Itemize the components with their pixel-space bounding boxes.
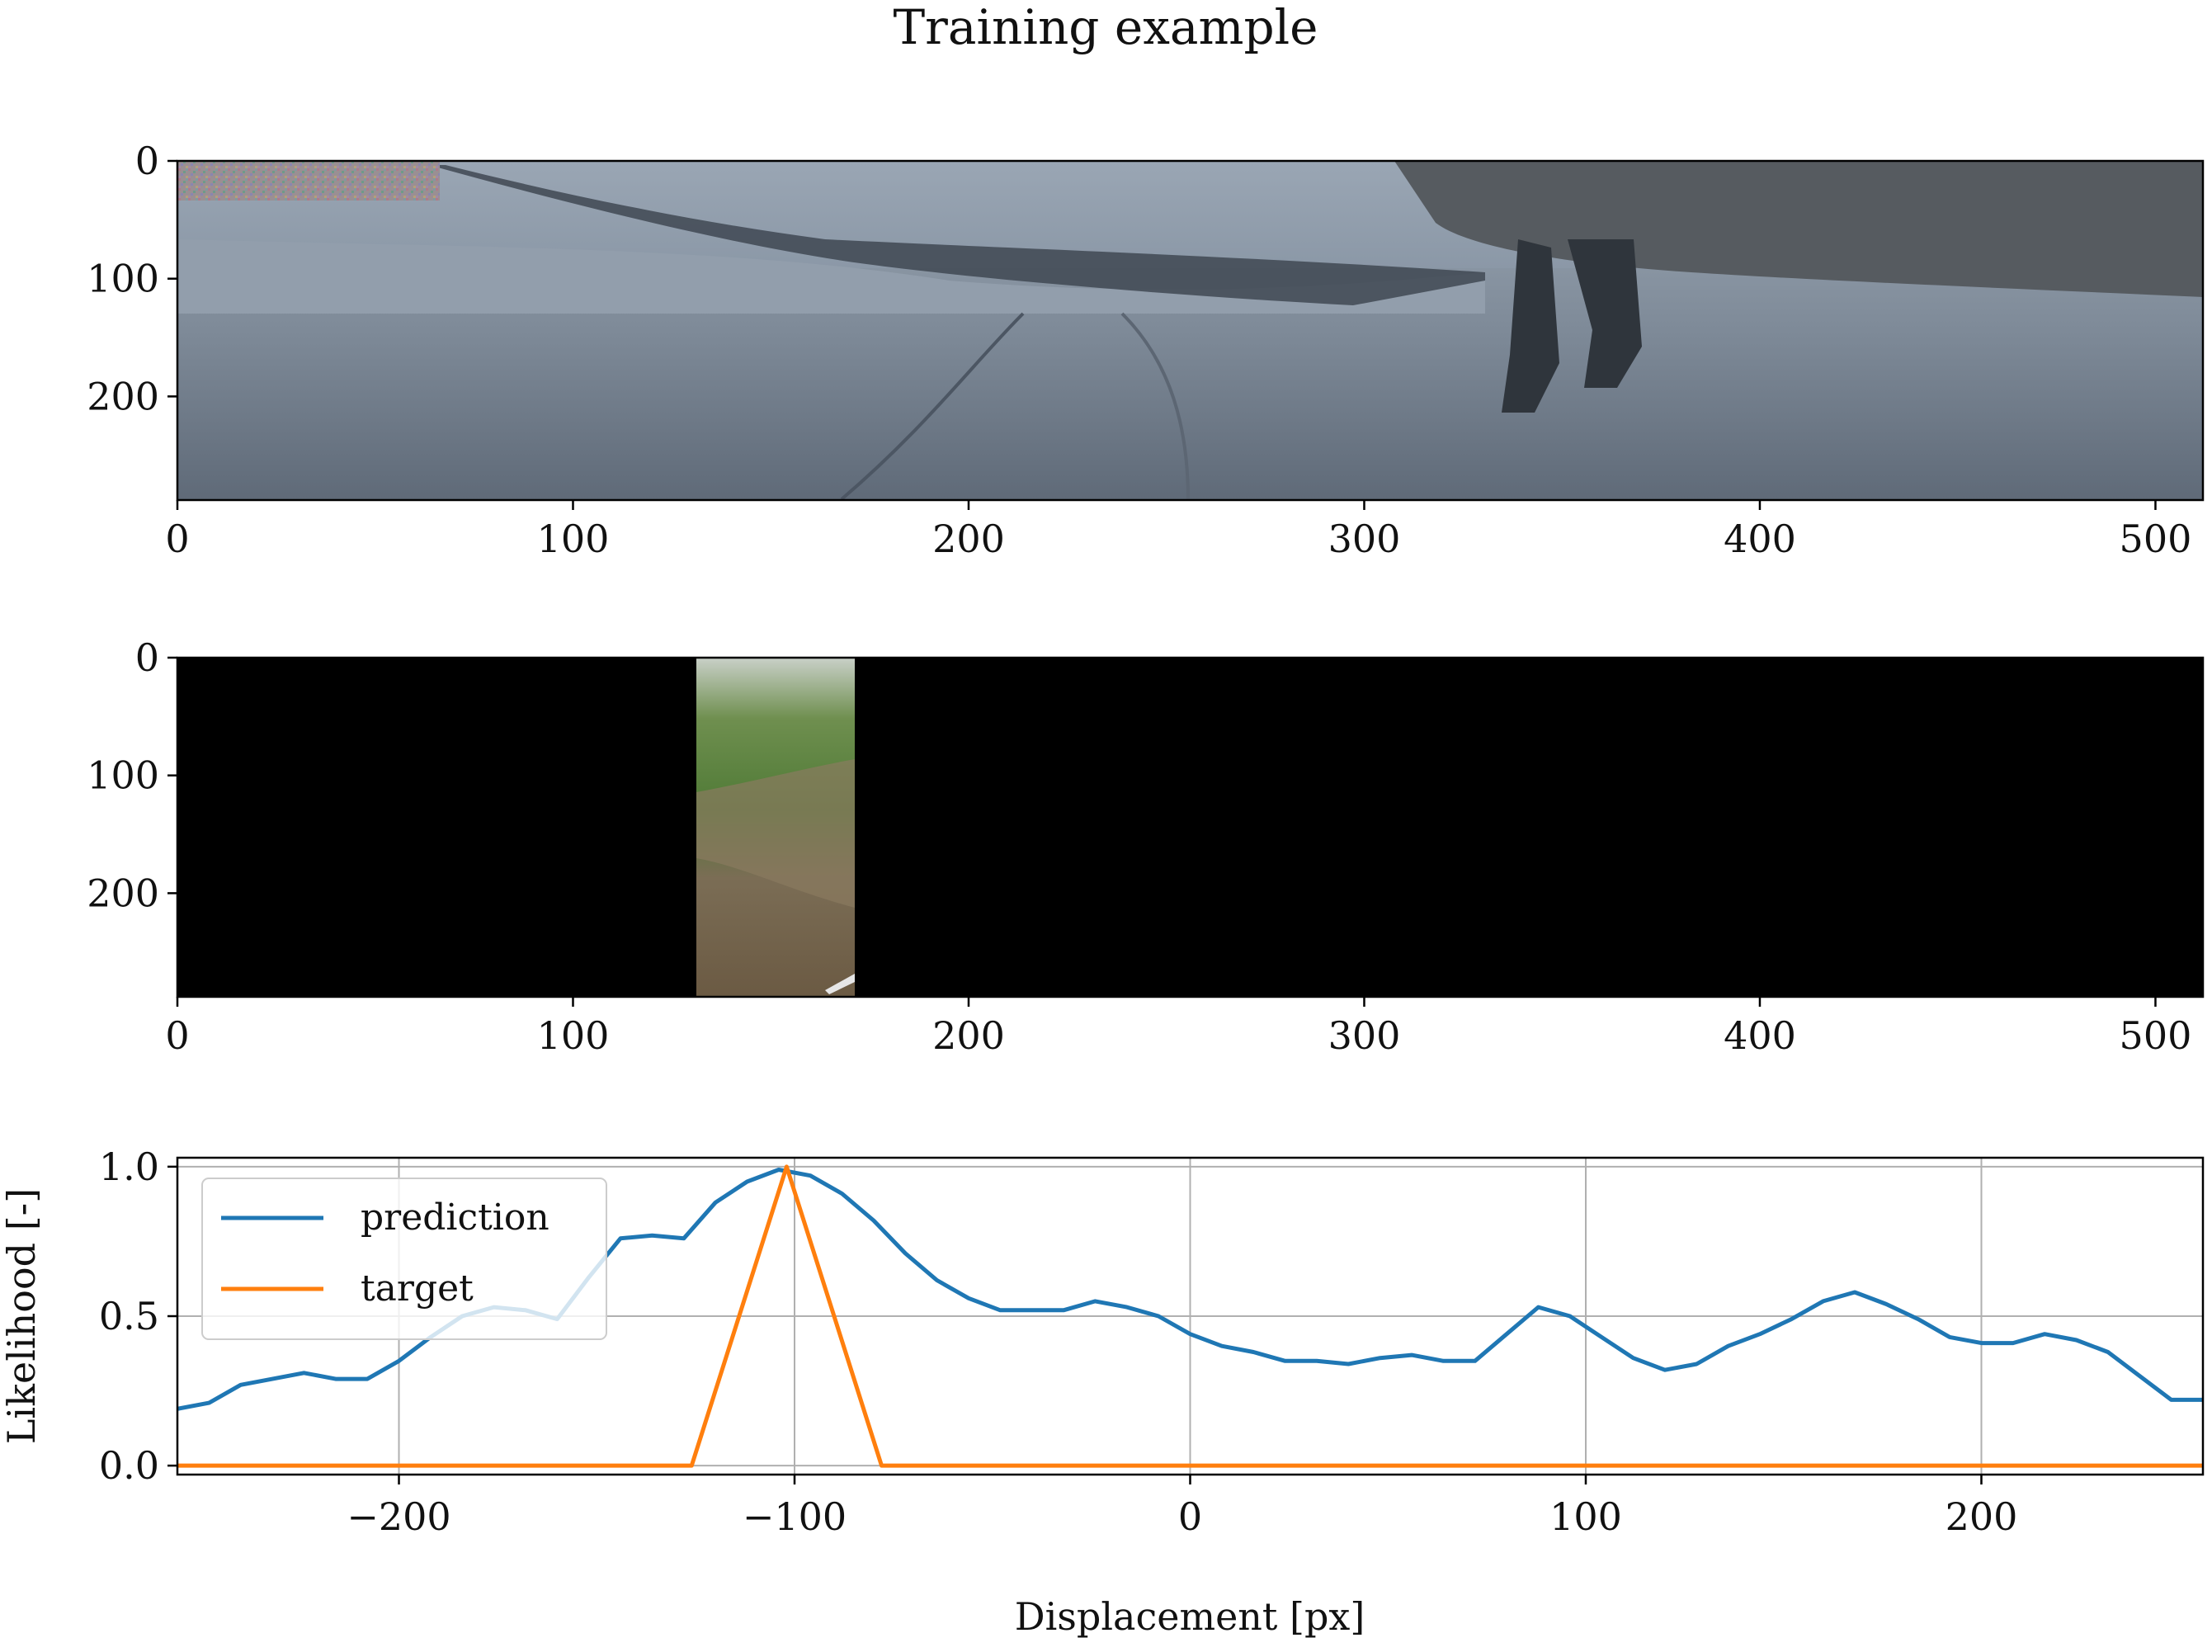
middle-xtick-label: 400 [1724,1013,1796,1058]
top-ytick-label: 0 [135,139,159,183]
y-tick-label: 0.0 [99,1443,159,1488]
middle-ytick-label: 0 [135,635,159,680]
top-image-frame [176,159,2205,502]
plot-axes: −200 −100 0 100 200 0.0 0.5 1.0 [99,1145,2018,1539]
top-xtick-label: 400 [1724,517,1796,561]
black-mask-area [177,658,2203,997]
y-axis-label: Likelihood [-] [0,1188,44,1444]
top-xtick-label: 200 [932,517,1005,561]
figure-title: Training example [894,0,1318,55]
series-line-target [177,1164,2203,1468]
top-image-axes: 0 100 200 300 400 500 0 100 200 [87,139,2191,561]
top-xtick-label: 100 [537,517,610,561]
x-tick-label: −200 [347,1494,450,1539]
middle-image-panel: 0 100 200 300 400 500 0 100 200 [87,635,2205,1058]
likelihood-plot: −200 −100 0 100 200 0.0 0.5 1.0 Displacement [p… [0,1145,2205,1639]
x-tick-label: 0 [1178,1494,1202,1539]
middle-ytick-label: 200 [87,871,159,915]
x-tick-label: −100 [743,1494,847,1539]
middle-xtick-label: 300 [1328,1013,1401,1058]
y-tick-label: 1.0 [99,1145,159,1189]
middle-xtick-label: 0 [165,1013,189,1058]
y-tick-label: 0.5 [99,1294,159,1338]
top-ytick-label: 200 [87,374,159,418]
snow-road-image [177,161,2203,501]
top-xtick-label: 300 [1328,517,1401,561]
middle-image-frame [176,656,2205,998]
top-xtick-label: 0 [165,517,189,561]
legend: prediction target [201,1178,607,1340]
middle-xtick-label: 500 [2120,1013,2192,1058]
top-xtick-label: 500 [2120,517,2192,561]
middle-xtick-label: 200 [932,1013,1005,1058]
legend-label-prediction: prediction [361,1197,549,1239]
middle-xtick-label: 100 [537,1013,610,1058]
middle-ytick-label: 100 [87,753,159,798]
top-image-panel: 0 100 200 300 400 500 0 100 200 [87,139,2205,561]
x-axis-label: Displacement [px] [1015,1594,1365,1639]
hillside-strip-image [696,658,855,997]
top-ytick-label: 100 [87,257,159,301]
middle-image-axes: 0 100 200 300 400 500 0 100 200 [87,635,2191,1058]
x-tick-label: 200 [1946,1494,2018,1539]
x-tick-label: 100 [1549,1494,1622,1539]
legend-label-target: target [361,1267,474,1310]
